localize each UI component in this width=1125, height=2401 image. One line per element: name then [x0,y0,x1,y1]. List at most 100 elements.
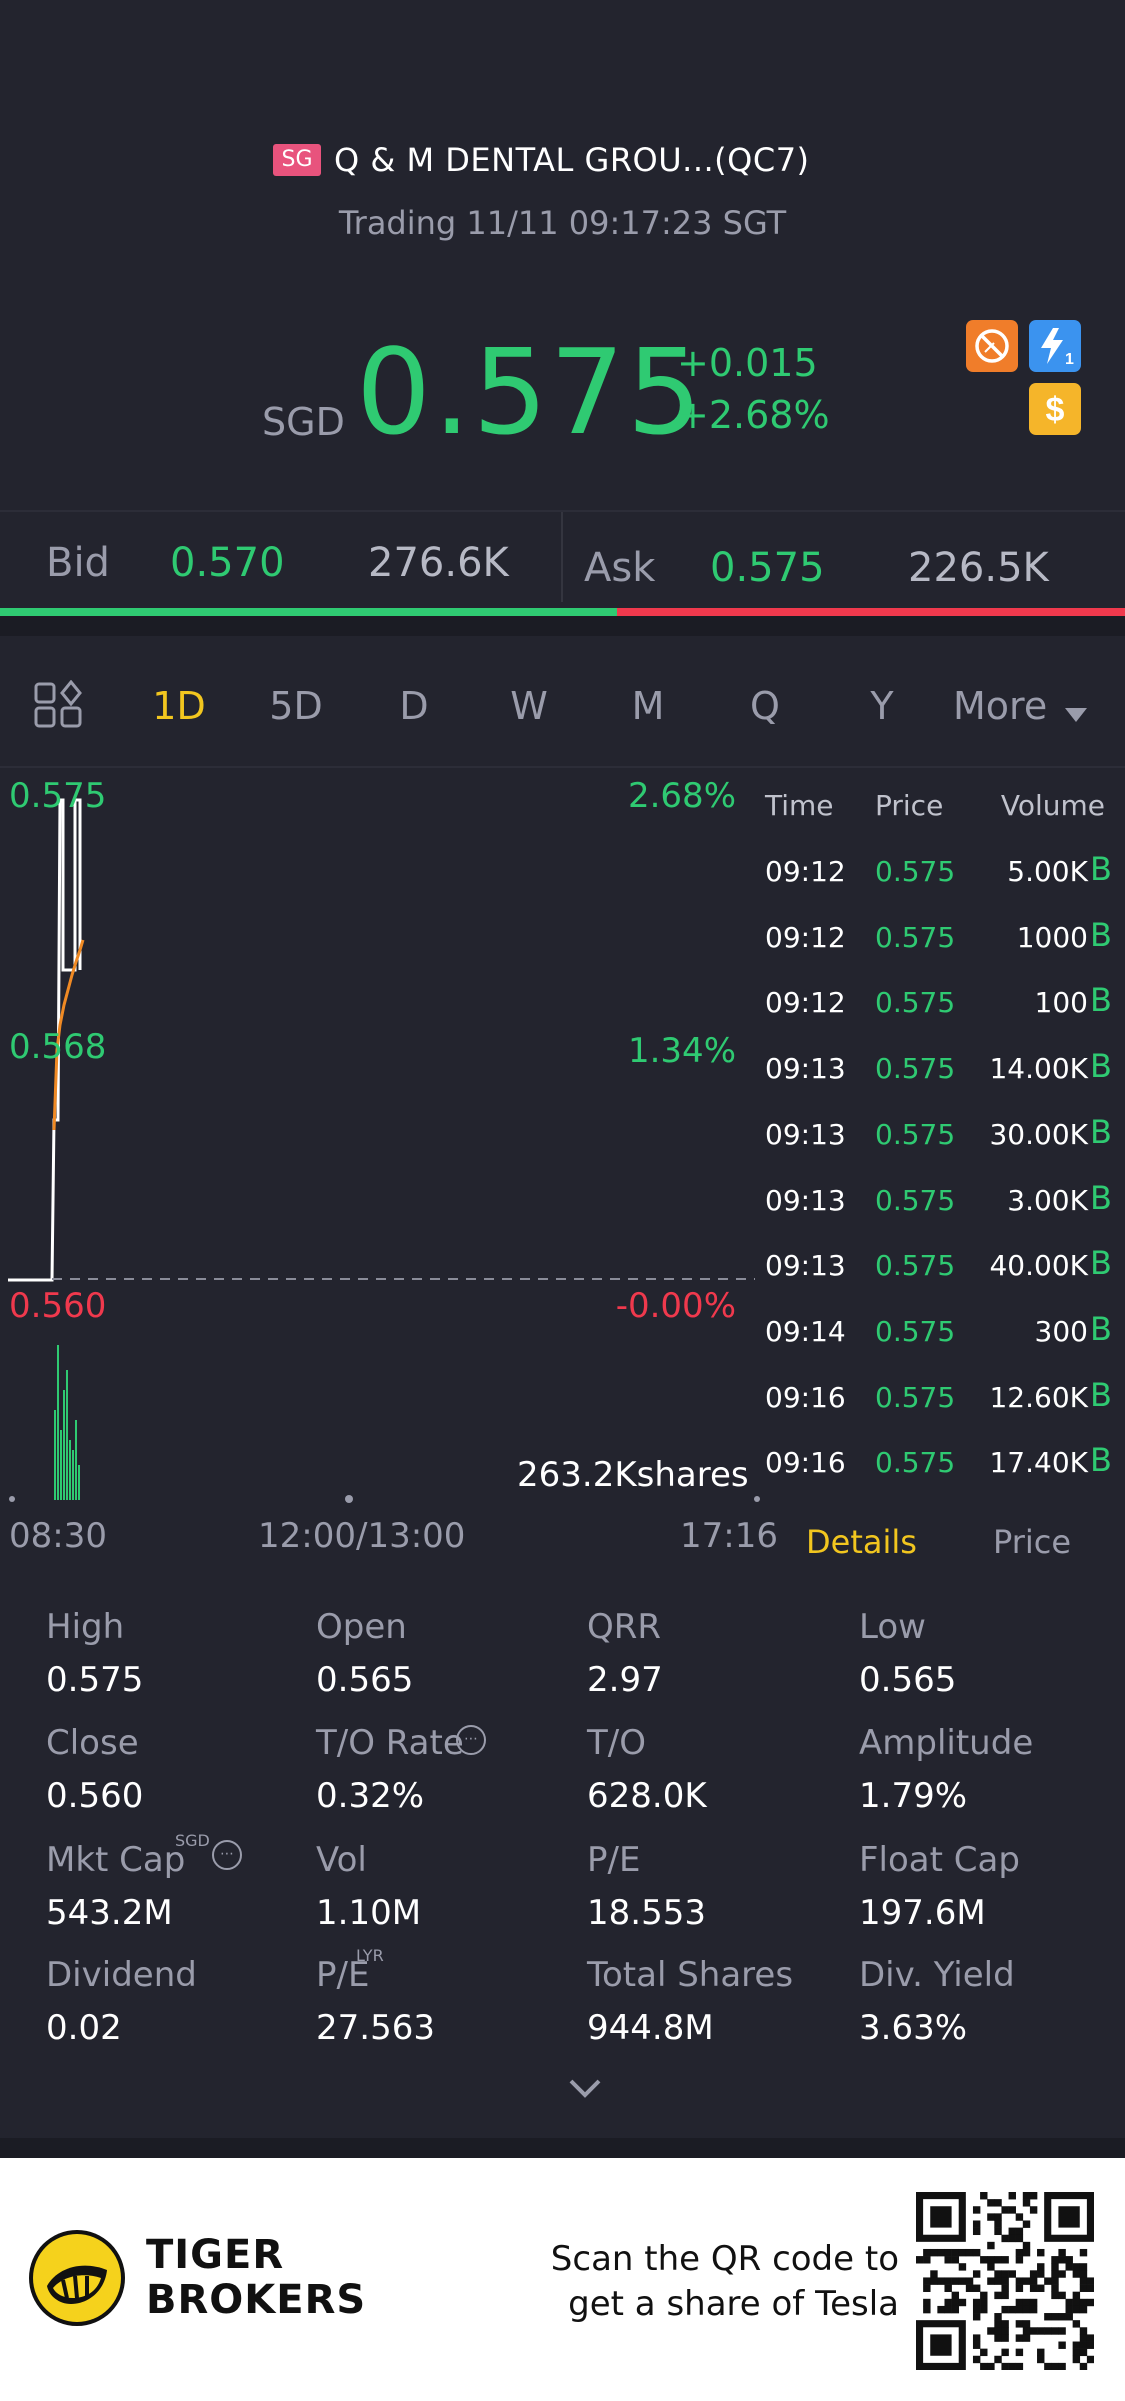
quote-header [0,0,1125,508]
trade-volume: 40.00K [989,1249,1088,1282]
trade-time: 09:16 [765,1381,846,1414]
stat-value: 18.553 [587,1893,706,1933]
trade-side-badge: B [1090,1113,1112,1151]
trades-header-volume: Volume [1000,789,1105,822]
stat-superscript: LYR [356,1946,384,1965]
trade-volume: 12.60K [989,1381,1088,1414]
axis-price-mid: 0.568 [9,1027,107,1067]
qr-code-icon[interactable] [916,2192,1095,2371]
stat-label: Close [46,1723,139,1763]
no-short-sell-icon[interactable] [966,320,1018,372]
trade-price: 0.575 [875,1249,956,1282]
stat-label: QRR [587,1607,662,1647]
stat-value: 1.79% [859,1776,968,1816]
trade-time: 09:13 [765,1052,846,1085]
trade-price: 0.575 [875,1381,956,1414]
tab-5d[interactable]: 5D [269,684,323,728]
dollar-icon[interactable]: $ [1029,383,1081,435]
trade-time: 09:16 [765,1446,846,1479]
axis-pct-low: -0.00% [615,1286,736,1326]
stat-label: Open [316,1607,407,1647]
time-midday: 12:00/13:00 [258,1516,466,1556]
stat-value: 0.575 [46,1660,144,1700]
stat-label: Low [859,1607,926,1647]
last-price: 0.575 [356,323,704,461]
trading-status: Trading 11/11 09:17:23 SGT [338,204,787,242]
trade-time: 09:13 [765,1184,846,1217]
trade-side-badge: B [1090,850,1112,888]
tab-q[interactable]: Q [750,684,780,728]
stat-value: 1.10M [316,1893,422,1933]
tab-more[interactable]: More [953,680,1088,735]
average-line [52,939,85,1131]
stat-label: High [46,1607,125,1647]
tab-price[interactable]: Price [993,1523,1072,1561]
tab-y[interactable]: Y [870,684,894,728]
tab-m[interactable]: M [631,684,665,728]
stat-value: 944.8M [587,2008,714,2048]
stock-name[interactable]: Q & M DENTAL GROU...(QC7) [334,141,810,179]
tab-more-label: More [953,684,1048,728]
trade-side-badge: B [1090,916,1112,954]
trade-time: 09:14 [765,1315,846,1348]
flash-icon[interactable]: 1 [1029,320,1081,372]
time-end: 17:16 [680,1516,778,1556]
stat-label: Mkt Cap [46,1840,186,1880]
footer-divider [0,2138,1125,2158]
trade-time: 09:12 [765,986,846,1019]
trade-price: 0.575 [875,855,956,888]
time-dot [754,1496,760,1502]
promo-text-line2: get a share of Tesla [568,2284,899,2324]
currency-label: SGD [262,400,345,444]
stat-label: Amplitude [859,1723,1034,1763]
trade-price: 0.575 [875,986,956,1019]
trade-volume: 17.40K [989,1446,1088,1479]
chart-layout-icon[interactable] [34,679,82,728]
bid-ratio-bar [0,608,617,616]
section-divider [0,616,1125,636]
bid-ask-divider [561,512,563,602]
stat-value: 0.560 [46,1776,144,1816]
axis-pct-high: 2.68% [627,776,736,816]
trade-price: 0.575 [875,1446,956,1479]
tab-1d[interactable]: 1D [152,684,206,728]
trade-time: 09:12 [765,921,846,954]
stat-label: T/O Rate [316,1723,464,1763]
ask-price: 0.575 [710,545,825,591]
stat-label: Div. Yield [859,1955,1015,1995]
trade-time: 09:12 [765,855,846,888]
ask-volume: 226.5K [908,545,1049,591]
stat-label: P/E [587,1840,641,1880]
flash-icon-count: 1 [1065,351,1074,368]
info-icon[interactable]: ⋯ [456,1725,486,1755]
promo-text-line1: Scan the QR code to [550,2239,899,2279]
stat-value: 197.6M [859,1893,986,1933]
price-line [8,798,82,1282]
stat-value: 0.565 [316,1660,414,1700]
tiger-brokers-logo [27,2228,127,2328]
trade-side-badge: B [1090,1047,1112,1085]
stat-label: Total Shares [587,1955,794,1995]
price-change: +0.015 [677,341,818,385]
stat-label: P/E [316,1955,370,1995]
trade-volume: 30.00K [989,1118,1088,1151]
bid-volume: 276.6K [368,540,509,586]
time-dot [9,1496,15,1502]
tab-details[interactable]: Details [806,1523,917,1561]
info-icon[interactable]: ⋯ [212,1840,242,1870]
trade-volume: 300 [1034,1315,1088,1348]
trade-volume: 100 [1034,986,1088,1019]
time-dot [345,1495,353,1503]
trade-time: 09:13 [765,1249,846,1282]
intraday-chart[interactable] [0,770,760,1530]
stat-label: Float Cap [859,1840,1020,1880]
trade-price: 0.575 [875,1052,956,1085]
tab-w[interactable]: W [510,684,548,728]
stats-panel [0,1582,1125,2142]
chevron-down-icon[interactable] [565,2073,605,2103]
volume-bars [54,1345,80,1500]
stat-value: 0.565 [859,1660,957,1700]
tab-d[interactable]: D [399,684,429,728]
trade-side-badge: B [1090,1376,1112,1414]
volume-total-label: 263.2Kshares [517,1455,749,1495]
